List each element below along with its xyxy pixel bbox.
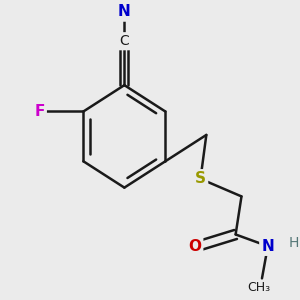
Text: F: F (34, 104, 45, 119)
Text: CH₃: CH₃ (248, 281, 271, 294)
Text: C: C (119, 34, 129, 48)
Text: S: S (195, 171, 206, 186)
Text: H: H (289, 236, 299, 250)
Text: O: O (188, 239, 201, 254)
Text: N: N (118, 4, 131, 20)
Text: N: N (261, 239, 274, 254)
